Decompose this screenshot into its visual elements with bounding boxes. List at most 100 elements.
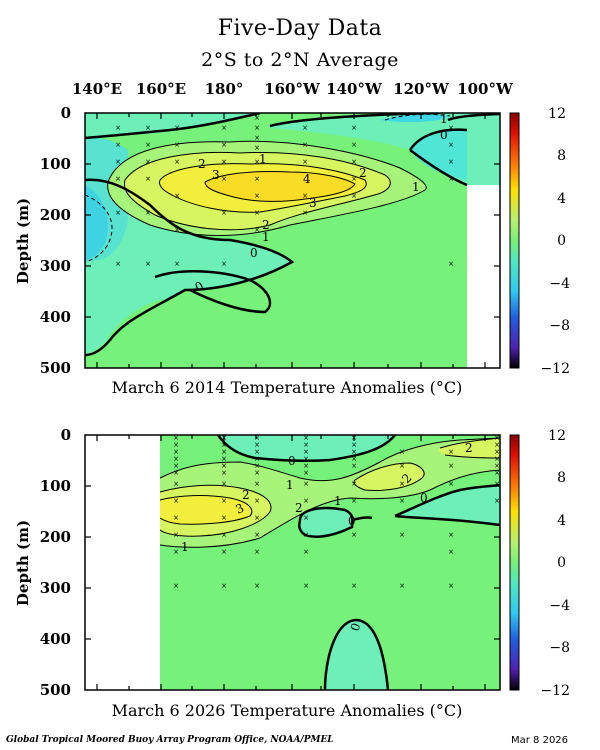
svg-text:×: ×: [173, 497, 179, 505]
svg-text:×: ×: [494, 480, 500, 488]
svg-text:×: ×: [221, 497, 227, 505]
svg-text:×: ×: [303, 455, 309, 463]
p2-contour-label: 2: [242, 488, 250, 502]
svg-text:×: ×: [302, 158, 308, 166]
p1-ytick: 300: [40, 257, 71, 275]
svg-text:×: ×: [399, 462, 405, 470]
svg-text:×: ×: [254, 514, 260, 522]
panel1-region-surface: [85, 113, 260, 138]
svg-text:×: ×: [448, 141, 454, 149]
svg-text:×: ×: [494, 448, 500, 456]
svg-text:×: ×: [254, 462, 260, 470]
svg-text:×: ×: [174, 124, 180, 132]
svg-text:×: ×: [145, 124, 151, 132]
panel2-contour-fill-5: [438, 438, 500, 458]
p2-contour-label: 0: [348, 514, 356, 528]
svg-text:×: ×: [221, 514, 227, 522]
svg-text:×: ×: [448, 480, 454, 488]
svg-text:×: ×: [174, 141, 180, 149]
panel1-contours: [85, 113, 500, 357]
svg-text:×: ×: [303, 462, 309, 470]
panel1-region-west-cold-core: [85, 185, 108, 260]
svg-text:×: ×: [448, 124, 454, 132]
svg-text:×: ×: [494, 497, 500, 505]
svg-text:×: ×: [173, 514, 179, 522]
svg-text:×: ×: [221, 469, 227, 477]
svg-text:×: ×: [399, 448, 405, 456]
svg-text:×: ×: [254, 469, 260, 477]
svg-text:×: ×: [448, 582, 454, 590]
cb1-label: 8: [557, 148, 566, 164]
svg-text:×: ×: [174, 226, 180, 234]
svg-text:×: ×: [303, 497, 309, 505]
p2-ytick: 200: [40, 528, 71, 546]
svg-text:×: ×: [115, 158, 121, 166]
svg-text:×: ×: [303, 480, 309, 488]
svg-text:×: ×: [303, 434, 309, 442]
svg-text:×: ×: [221, 548, 227, 556]
svg-text:×: ×: [221, 260, 227, 268]
svg-text:×: ×: [351, 455, 357, 463]
cb2-label: −8: [549, 640, 570, 656]
svg-text:×: ×: [351, 192, 357, 200]
svg-text:×: ×: [173, 582, 179, 590]
chart-subtitle: 2°S to 2°N Average: [201, 49, 399, 71]
svg-text:×: ×: [221, 441, 227, 449]
p2-contour-label: 2: [295, 501, 303, 515]
svg-text:×: ×: [351, 175, 357, 183]
cb2-label: 0: [557, 555, 566, 571]
footer-credit: Global Tropical Moored Buoy Array Progra…: [6, 735, 334, 745]
panel1-east-edge: [467, 113, 500, 185]
panel1-region-east-cold-core: [380, 114, 450, 123]
svg-text:×: ×: [173, 434, 179, 442]
svg-text:×: ×: [448, 531, 454, 539]
panel2-y-ticks: 0 100 200 300 400 500: [40, 426, 71, 699]
p2-contour-label: 1: [286, 478, 294, 492]
svg-text:×: ×: [351, 497, 357, 505]
p1-contour-label: 0: [250, 246, 258, 260]
cb1-label: 0: [557, 233, 566, 249]
panel-2014: × × × × × × × × × × × × × × × × × × × × × × × × × × × × × × × × × × ×…: [85, 112, 500, 368]
svg-text:×: ×: [351, 582, 357, 590]
svg-text:×: ×: [115, 124, 121, 132]
chart-title: Five-Day Data: [217, 16, 383, 41]
svg-text:×: ×: [254, 497, 260, 505]
panel2-contours: [159, 435, 500, 690]
svg-text:×: ×: [145, 141, 151, 149]
p2-caption: March 6 2026 Temperature Anomalies (°C): [112, 701, 463, 720]
svg-text:×: ×: [173, 455, 179, 463]
panel2-missing-data: [85, 435, 160, 690]
svg-text:×: ×: [399, 531, 405, 539]
svg-text:×: ×: [173, 548, 179, 556]
p2-contour-label: 0: [348, 621, 364, 633]
svg-text:×: ×: [303, 514, 309, 522]
p2-contour-label: 1: [181, 540, 189, 554]
lon-label-120w: 120°W: [393, 80, 449, 98]
panel2-region-east-neutral: [395, 485, 500, 525]
svg-text:×: ×: [303, 582, 309, 590]
svg-text:×: ×: [494, 455, 500, 463]
panel2-region-deep-neutral: [325, 620, 388, 690]
p2-ytick: 500: [40, 681, 71, 699]
svg-text:×: ×: [399, 582, 405, 590]
panel1-region-east-neutral: [270, 113, 467, 185]
p1-contour-label: 3: [212, 168, 220, 182]
panel1-region-deep: [85, 280, 467, 368]
p2-contour-label: 1: [334, 494, 342, 508]
p1-contour-label: 1: [440, 112, 448, 126]
cb1-label: 12: [548, 106, 566, 122]
panel1-ticks: [85, 113, 500, 368]
panel1-contour-fill-4: [205, 171, 355, 202]
p1-contour-label: 2: [359, 166, 367, 180]
lon-label-160e: 160°E: [135, 80, 187, 98]
lon-label-180: 180°: [204, 80, 244, 98]
svg-text:×: ×: [494, 441, 500, 449]
panel1-region-east-cool: [410, 129, 467, 180]
svg-text:×: ×: [254, 480, 260, 488]
panel2-ticks: [85, 435, 500, 690]
svg-text:×: ×: [351, 158, 357, 166]
svg-text:×: ×: [174, 260, 180, 268]
svg-text:×: ×: [173, 480, 179, 488]
p2-ytick: 0: [61, 426, 71, 444]
